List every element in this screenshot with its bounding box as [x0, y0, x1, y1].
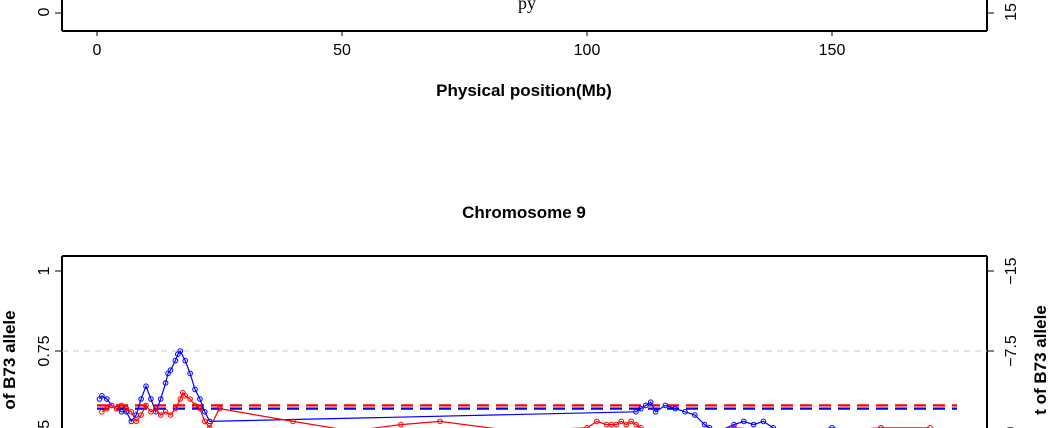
red-series-point	[290, 418, 296, 425]
red-series-point	[172, 405, 179, 412]
blue-series-point	[162, 380, 169, 386]
blue-series-line	[98, 349, 888, 428]
red-series-point	[118, 402, 125, 409]
left-y-axis-label: of B73 allele	[0, 310, 19, 409]
blue-series-point	[652, 409, 659, 415]
blue-series-point	[662, 402, 669, 409]
red-series-point	[398, 421, 404, 428]
blue-series-point	[177, 348, 184, 354]
red-series-point	[99, 409, 105, 415]
blue-series-point	[633, 409, 639, 415]
blue-series-point	[638, 405, 644, 412]
red-series-point	[128, 409, 135, 415]
series-layer	[96, 348, 933, 428]
red-series-point	[133, 418, 139, 425]
blue-series-point	[647, 399, 654, 406]
red-series-point	[148, 409, 154, 415]
top-partial-center-text: py	[518, 0, 536, 13]
left-y-tick-label: 1	[36, 266, 53, 275]
blue-series-point	[182, 357, 188, 364]
left-y-tick-label: 0.75	[36, 335, 53, 366]
blue-series-point	[731, 421, 737, 428]
blue-series-point	[197, 396, 203, 402]
red-series-point	[187, 396, 193, 402]
top-x-tick-label: 150	[819, 42, 846, 59]
blue-series-point	[692, 412, 698, 418]
red-series-point	[104, 405, 110, 412]
blue-series-point	[750, 421, 757, 428]
blue-series-point	[672, 405, 679, 412]
red-series-point	[113, 405, 120, 412]
red-series-point	[177, 396, 184, 402]
blue-series-point	[202, 409, 208, 415]
red-series-point	[437, 418, 443, 425]
red-series-point	[108, 402, 115, 409]
right-y-tick-label: −15	[1003, 257, 1020, 284]
blue-series-point	[701, 421, 708, 428]
chromosome-9-title: Chromosome 9	[462, 203, 586, 222]
red-series-point	[162, 409, 169, 415]
red-series-point	[138, 412, 144, 418]
blue-series-point	[172, 357, 179, 364]
blue-series-point	[143, 383, 149, 390]
blue-series-point	[192, 386, 198, 393]
blue-series-point	[148, 396, 154, 402]
red-series-point	[143, 402, 149, 409]
top-x-tick-label: 0	[93, 42, 102, 59]
right-y-tick-label: 0	[1003, 426, 1020, 428]
top-plot-panel: 0 15 py 0 50 100 150 Physical position(Mb)	[36, 0, 1020, 100]
left-y-tick-label: 0.5	[36, 420, 53, 428]
red-series-point	[594, 418, 600, 425]
red-series-point	[202, 418, 208, 425]
red-series-point	[216, 405, 223, 412]
right-y-tick-label: −7.5	[1003, 335, 1020, 367]
blue-series-point	[167, 367, 174, 374]
top-right-visible-tick-label: 15	[1003, 3, 1020, 21]
red-series-point	[182, 393, 188, 399]
red-series-point	[192, 402, 198, 409]
red-series-point	[157, 412, 164, 418]
red-series-point	[123, 405, 130, 412]
blue-series-point	[138, 396, 144, 402]
blue-series-point	[643, 402, 649, 409]
blue-series-point	[99, 393, 105, 399]
red-series-point	[633, 421, 639, 428]
red-series-point	[153, 405, 159, 412]
red-series-point	[197, 405, 203, 412]
top-x-axis-label: Physical position(Mb)	[436, 81, 612, 100]
blue-series-point	[760, 418, 767, 425]
red-series-point	[628, 418, 634, 425]
red-series-point	[618, 418, 625, 425]
red-series-line	[101, 391, 930, 428]
red-series-point	[167, 412, 174, 418]
threshold-lines	[97, 404, 957, 410]
right-y-axis-label: t of B73 allele	[1031, 305, 1050, 415]
red-series-point	[613, 421, 620, 428]
chromosome-9-panel: Chromosome 9 1 0.75 0.5 −15 −7.5 0 of B73 al…	[0, 203, 1050, 428]
blue-series-point	[741, 418, 747, 425]
blue-series-point	[187, 370, 193, 377]
top-left-visible-tick-label: 0	[36, 7, 53, 16]
right-y-ticks: −15 −7.5 0	[987, 257, 1020, 428]
blue-series-point	[104, 396, 110, 402]
blue-series-point	[682, 409, 688, 415]
red-series-point	[623, 421, 630, 428]
top-x-tick-label: 100	[574, 42, 601, 59]
top-x-tick-label: 50	[333, 42, 351, 59]
top-x-ticks: 0 50 100 150	[93, 31, 846, 59]
blue-series-point	[157, 396, 164, 402]
left-y-ticks: 1 0.75 0.5	[36, 266, 62, 428]
